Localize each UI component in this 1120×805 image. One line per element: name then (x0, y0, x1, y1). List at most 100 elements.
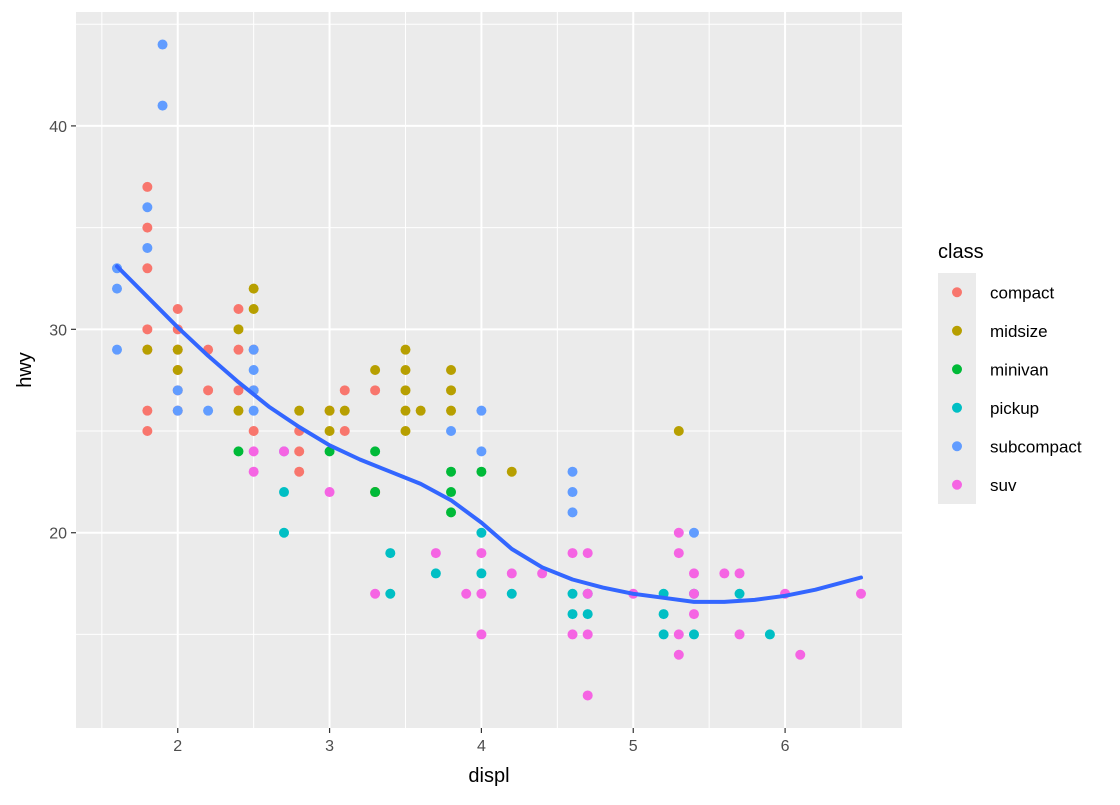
data-point-midsize (248, 303, 259, 314)
data-point-midsize (446, 405, 457, 416)
data-point-midsize (324, 405, 335, 416)
data-point-subcompact (688, 527, 699, 538)
data-point-subcompact (248, 405, 259, 416)
data-point-suv (582, 588, 593, 599)
data-point-suv (537, 568, 548, 579)
data-point-pickup (688, 629, 699, 640)
data-point-suv (795, 649, 806, 660)
legend-label-subcompact: subcompact (990, 437, 1082, 456)
legend-label-compact: compact (990, 283, 1055, 302)
data-point-midsize (233, 405, 244, 416)
data-point-midsize (324, 426, 335, 437)
data-point-minivan (446, 487, 457, 498)
data-point-subcompact (172, 405, 183, 416)
data-point-suv (324, 487, 335, 498)
data-point-midsize (400, 405, 411, 416)
data-point-subcompact (446, 426, 457, 437)
data-point-pickup (734, 588, 745, 599)
data-point-suv (248, 446, 259, 457)
data-point-minivan (476, 466, 487, 477)
smooth-curve (115, 264, 863, 604)
data-point-pickup (279, 527, 290, 538)
data-point-suv (370, 588, 381, 599)
data-point-suv (734, 629, 745, 640)
data-point-midsize (400, 385, 411, 396)
data-point-compact (142, 222, 153, 233)
data-point-suv (673, 548, 684, 559)
data-point-pickup (476, 527, 487, 538)
data-point-compact (233, 344, 244, 355)
data-point-midsize (446, 365, 457, 375)
legend-label-midsize: midsize (990, 322, 1048, 341)
data-point-pickup (385, 548, 396, 559)
axis-ticks: 2 3 4 5 6 20 30 40 (49, 119, 789, 755)
data-point-compact (294, 466, 305, 477)
data-point-compact (142, 324, 153, 335)
data-point-pickup (385, 588, 396, 599)
data-point-suv (476, 548, 487, 559)
data-point-suv (567, 629, 578, 640)
data-point-midsize (233, 324, 244, 335)
legend-label-pickup: pickup (990, 399, 1039, 418)
data-point-minivan (233, 446, 244, 457)
data-point-suv (856, 588, 867, 599)
data-point-subcompact (476, 446, 487, 457)
data-point-compact (248, 426, 259, 437)
data-point-pickup (567, 588, 578, 599)
data-point-pickup (476, 568, 487, 579)
data-point-midsize (506, 466, 517, 477)
x-tick-label: 3 (325, 738, 334, 755)
data-point-suv (673, 629, 684, 640)
data-point-compact (142, 263, 153, 274)
data-point-midsize (446, 385, 457, 396)
data-point-compact (172, 303, 183, 314)
data-point-subcompact (476, 405, 487, 416)
data-point-subcompact (111, 344, 122, 355)
data-point-midsize (415, 405, 426, 416)
data-point-suv (476, 588, 487, 599)
data-point-midsize (673, 426, 684, 437)
y-tick-label: 30 (49, 322, 67, 339)
data-points (111, 39, 867, 701)
data-point-suv (279, 446, 290, 457)
panel-background (76, 12, 902, 728)
legend-key-background (938, 273, 976, 504)
data-point-subcompact (157, 39, 168, 50)
data-point-suv (582, 690, 593, 701)
data-point-pickup (658, 629, 669, 640)
legend: class compact midsize minivan pickup subcomp… (938, 241, 1082, 504)
data-point-midsize (370, 365, 381, 375)
data-point-suv (688, 588, 699, 599)
data-point-subcompact (157, 100, 168, 111)
data-point-compact (370, 385, 381, 396)
legend-key-minivan (952, 364, 962, 375)
major-gridlines (76, 12, 902, 728)
data-point-midsize (400, 344, 411, 355)
y-tick-label: 20 (49, 526, 67, 543)
data-point-pickup (430, 568, 441, 579)
legend-title: class (938, 241, 984, 263)
data-point-compact (203, 385, 214, 396)
data-point-midsize (400, 426, 411, 437)
data-point-compact (339, 426, 350, 437)
data-point-pickup (764, 629, 775, 640)
legend-key-suv (952, 479, 962, 490)
legend-key-compact (952, 287, 962, 298)
data-point-minivan (370, 487, 381, 498)
data-point-suv (734, 568, 745, 579)
data-point-compact (142, 405, 153, 416)
data-point-subcompact (567, 487, 578, 498)
legend-key-subcompact (952, 441, 962, 452)
data-point-minivan (446, 507, 457, 518)
data-point-subcompact (248, 344, 259, 355)
data-point-subcompact (142, 242, 153, 253)
data-point-midsize (294, 405, 305, 416)
data-point-pickup (658, 609, 669, 620)
data-point-pickup (582, 609, 593, 620)
data-point-pickup (506, 588, 517, 599)
data-point-subcompact (172, 385, 183, 396)
data-point-suv (248, 466, 259, 477)
data-point-midsize (400, 365, 411, 375)
data-point-subcompact (248, 365, 259, 375)
data-point-subcompact (567, 507, 578, 518)
